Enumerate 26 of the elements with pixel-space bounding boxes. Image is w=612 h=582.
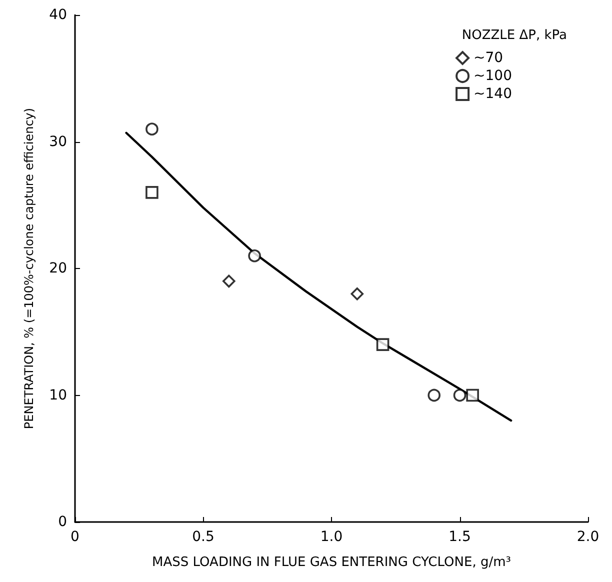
- point: [350, 287, 364, 300]
- legend-label: ~140: [474, 86, 512, 102]
- x-tick-label: 0: [70, 529, 80, 545]
- point: [376, 338, 390, 351]
- x-tick-label: 1.5: [448, 529, 471, 545]
- legend-label: ~70: [474, 50, 504, 66]
- point: [428, 388, 440, 402]
- point: [146, 186, 158, 199]
- y-tick-label: 20: [49, 260, 67, 276]
- x-tick-label: 1.0: [320, 529, 343, 545]
- point: [466, 388, 479, 402]
- y-tick-label: 40: [49, 7, 67, 23]
- point: [453, 388, 466, 402]
- y-axis-title: PENETRATION, % (=100%-cyclone capture efficiency): [22, 108, 36, 430]
- y-tick-label: 30: [49, 134, 67, 150]
- x-axis-title: MASS LOADING IN FLUE GAS ENTERING CYCLONE, g/m³: [152, 555, 511, 570]
- point: [146, 122, 158, 136]
- line-series: [125, 132, 512, 422]
- legend-title: NOZZLE ΔP, kPa: [462, 28, 568, 43]
- x-tick-label: 2.0: [576, 529, 600, 545]
- point: [248, 249, 261, 262]
- x-tick-label: 0.5: [192, 529, 214, 545]
- y-tick-label: 10: [49, 387, 67, 404]
- point: [222, 274, 236, 288]
- legend-label: ~100: [474, 68, 512, 84]
- y-tick-label: 0: [58, 514, 67, 530]
